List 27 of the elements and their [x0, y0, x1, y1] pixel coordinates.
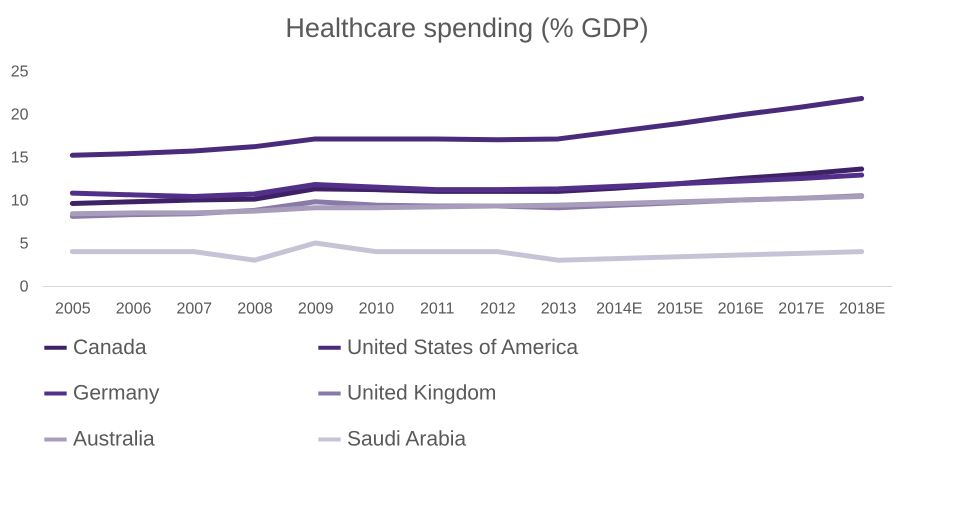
x-tick-label: 2018E	[839, 300, 886, 318]
y-tick-label: 5	[20, 236, 29, 252]
legend-label: United States of America	[347, 336, 578, 359]
x-tick-label: 2010	[358, 300, 394, 318]
x-tick-label: 2007	[176, 300, 212, 318]
x-tick-label: 2008	[237, 300, 273, 318]
legend-label: Australia	[73, 428, 156, 450]
x-tick-label: 2009	[298, 300, 334, 318]
y-tick-label: 0	[20, 278, 29, 296]
y-tick-label: 15	[10, 150, 29, 166]
y-tick-label: 25	[10, 64, 29, 80]
legend-label: United Kingdom	[347, 382, 496, 404]
chart-title: Healthcare spending (% GDP)	[285, 13, 649, 43]
x-tick-label: 2013	[540, 300, 576, 318]
x-tick-label: 2016E	[718, 300, 764, 318]
y-tick-label: 10	[10, 192, 29, 210]
x-tick-label: 2005	[55, 300, 91, 318]
x-tick-label: 2006	[116, 300, 152, 318]
x-tick-label: 2015E	[656, 300, 704, 318]
x-tick-label: 2017E	[778, 300, 825, 318]
x-tick-label: 2011	[420, 300, 454, 318]
legend-label: Germany	[73, 382, 160, 404]
x-tick-label: 2012	[480, 300, 516, 318]
legend-label: Canada	[73, 336, 147, 359]
y-tick-label: 20	[10, 106, 29, 124]
legend-label: Saudi Arabia	[347, 428, 466, 450]
x-tick-label: 2014E	[596, 300, 642, 318]
